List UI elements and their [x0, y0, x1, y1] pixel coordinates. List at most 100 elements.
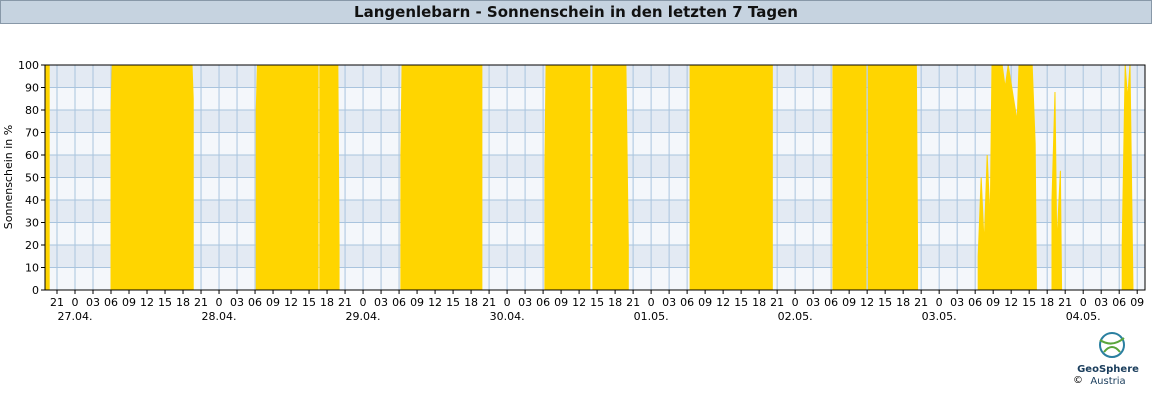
- x-tick-label: 09: [986, 296, 1000, 309]
- x-tick-label: 21: [194, 296, 208, 309]
- x-tick-label: 0: [504, 296, 511, 309]
- x-tick-label: 12: [716, 296, 730, 309]
- date-label: 29.04.: [346, 310, 381, 323]
- logo-name: GeoSphere: [1077, 364, 1139, 375]
- y-tick-label: 0: [32, 284, 39, 297]
- y-tick-label: 50: [25, 172, 39, 185]
- y-tick-label: 10: [25, 262, 39, 275]
- x-tick-label: 0: [1080, 296, 1087, 309]
- sunshine-area: [44, 64, 50, 291]
- x-tick-label: 18: [752, 296, 766, 309]
- x-tick-label: 0: [360, 296, 367, 309]
- x-tick-label: 06: [536, 296, 550, 309]
- sunshine-area: [832, 64, 867, 291]
- x-tick-label: 06: [968, 296, 982, 309]
- sunshine-area: [400, 64, 483, 291]
- x-tick-label: 18: [608, 296, 622, 309]
- x-tick-label: 21: [338, 296, 352, 309]
- x-tick-label: 0: [72, 296, 79, 309]
- sunshine-area: [255, 64, 319, 291]
- x-tick-label: 21: [770, 296, 784, 309]
- x-tick-label: 09: [1130, 296, 1144, 309]
- y-tick-label: 20: [25, 239, 39, 252]
- x-tick-label: 06: [824, 296, 838, 309]
- plot-frame: [44, 64, 1146, 291]
- x-tick-label: 12: [284, 296, 298, 309]
- x-tick-label: 21: [914, 296, 928, 309]
- sunshine-area: [319, 64, 340, 291]
- x-tick-label: 03: [374, 296, 388, 309]
- x-tick-label: 09: [410, 296, 424, 309]
- date-label: 03.05.: [922, 310, 957, 323]
- sunshine-area: [110, 64, 194, 291]
- x-tick-label: 09: [698, 296, 712, 309]
- y-tick-label: 30: [25, 217, 39, 230]
- sunshine-area: [689, 64, 773, 291]
- x-tick-label: 09: [122, 296, 136, 309]
- x-tick-label: 0: [648, 296, 655, 309]
- chart-title: Langenlebarn - Sonnenschein in den letzt…: [0, 0, 1152, 24]
- x-tick-label: 21: [50, 296, 64, 309]
- x-tick-label: 21: [626, 296, 640, 309]
- y-axis-label: Sonnenschein in %: [2, 125, 15, 229]
- x-tick-label: 15: [446, 296, 460, 309]
- date-label: 02.05.: [778, 310, 813, 323]
- x-tick-label: 18: [320, 296, 334, 309]
- y-tick-label: 60: [25, 149, 39, 162]
- x-tick-label: 18: [1040, 296, 1054, 309]
- x-tick-label: 03: [518, 296, 532, 309]
- date-label: 28.04.: [202, 310, 237, 323]
- x-tick-label: 15: [590, 296, 604, 309]
- x-tick-label: 15: [302, 296, 316, 309]
- x-tick-label: 21: [482, 296, 496, 309]
- date-label: 01.05.: [634, 310, 669, 323]
- sunshine-area: [867, 64, 919, 291]
- x-tick-label: 12: [572, 296, 586, 309]
- x-tick-label: 09: [266, 296, 280, 309]
- x-tick-label: 06: [248, 296, 262, 309]
- x-tick-label: 0: [792, 296, 799, 309]
- logo-icon: [1099, 337, 1125, 353]
- x-tick-label: 03: [662, 296, 676, 309]
- x-tick-label: 03: [1094, 296, 1108, 309]
- x-tick-label: 18: [896, 296, 910, 309]
- x-tick-label: 15: [1022, 296, 1036, 309]
- x-tick-label: 12: [1004, 296, 1018, 309]
- sunshine-area: [977, 64, 1037, 291]
- y-tick-label: 100: [18, 59, 39, 72]
- x-tick-label: 15: [734, 296, 748, 309]
- x-tick-label: 03: [950, 296, 964, 309]
- y-tick-label: 70: [25, 127, 39, 140]
- x-tick-label: 06: [104, 296, 118, 309]
- logo: GeoSphere © Austria: [1073, 332, 1139, 387]
- x-tick-label: 12: [860, 296, 874, 309]
- x-tick-label: 09: [842, 296, 856, 309]
- sunshine-area: [592, 64, 629, 291]
- sunshine-area: [544, 64, 591, 291]
- sunshine-area: [1121, 64, 1134, 291]
- x-tick-label: 0: [216, 296, 223, 309]
- x-tick-label: 03: [230, 296, 244, 309]
- x-tick-label: 06: [392, 296, 406, 309]
- date-label: 04.05.: [1066, 310, 1101, 323]
- date-label: 30.04.: [490, 310, 525, 323]
- x-tick-label: 18: [464, 296, 478, 309]
- x-tick-label: 12: [140, 296, 154, 309]
- x-tick-label: 06: [1112, 296, 1126, 309]
- x-tick-label: 06: [680, 296, 694, 309]
- x-tick-label: 15: [158, 296, 172, 309]
- y-tick-label: 40: [25, 194, 39, 207]
- x-tick-label: 21: [1058, 296, 1072, 309]
- date-label: 27.04.: [58, 310, 93, 323]
- y-tick-label: 90: [25, 82, 39, 95]
- x-tick-label: 0: [936, 296, 943, 309]
- x-tick-label: 09: [554, 296, 568, 309]
- copyright: ©: [1073, 375, 1083, 386]
- logo-sub: Austria: [1090, 376, 1125, 387]
- x-tick-label: 03: [806, 296, 820, 309]
- x-tick-label: 15: [878, 296, 892, 309]
- x-tick-label: 03: [86, 296, 100, 309]
- x-tick-label: 12: [428, 296, 442, 309]
- y-tick-label: 80: [25, 104, 39, 117]
